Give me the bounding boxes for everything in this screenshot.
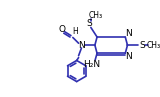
Text: H₂N: H₂N [83,60,100,69]
Text: O: O [59,25,66,34]
Text: H: H [72,27,78,36]
Text: N: N [78,41,85,50]
Text: S: S [139,41,145,50]
Text: S: S [87,19,92,28]
Text: CH₃: CH₃ [89,11,103,20]
Text: N: N [125,29,132,38]
Text: N: N [125,52,132,61]
Text: CH₃: CH₃ [146,41,160,50]
